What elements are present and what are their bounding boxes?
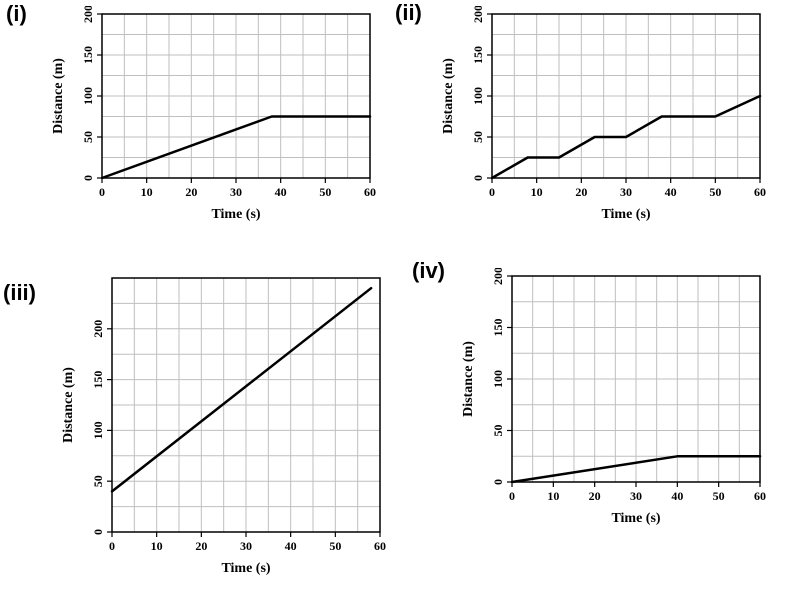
y-axis-label: Distance (m) bbox=[461, 341, 476, 417]
x-tick-label: 30 bbox=[240, 539, 252, 553]
x-tick-label: 0 bbox=[99, 185, 105, 199]
chart-svg: 0 10 20 30 40 50 60 0 50 100 150 200 Time (s) Distanc… bbox=[430, 6, 770, 226]
x-tick-label: 40 bbox=[275, 185, 287, 199]
x-tick-label: 20 bbox=[575, 185, 587, 199]
x-tick-label: 60 bbox=[364, 185, 376, 199]
y-tick-label: 0 bbox=[491, 479, 505, 485]
y-tick-label: 50 bbox=[471, 131, 485, 143]
y-tick-label: 150 bbox=[471, 46, 485, 64]
x-tick-label: 40 bbox=[285, 539, 297, 553]
y-tick-label: 200 bbox=[471, 6, 485, 23]
y-tick-label: 50 bbox=[91, 475, 105, 487]
x-axis-label: Time (s) bbox=[211, 207, 260, 222]
x-tick-label: 50 bbox=[319, 185, 331, 199]
x-tick-label: 10 bbox=[531, 185, 543, 199]
chart2: 0 10 20 30 40 50 60 0 50 100 150 200 Time (s) Distanc… bbox=[430, 6, 770, 226]
y-tick-label: 100 bbox=[471, 87, 485, 105]
x-axis-label: Time (s) bbox=[221, 561, 270, 576]
y-tick-label: 0 bbox=[471, 175, 485, 181]
x-tick-label: 50 bbox=[709, 185, 721, 199]
chart-roman-label: (i) bbox=[6, 1, 27, 27]
x-tick-label: 40 bbox=[671, 489, 683, 503]
x-tick-label: 50 bbox=[329, 539, 341, 553]
chart-roman-label: (ii) bbox=[395, 0, 422, 26]
chart-svg: 0 10 20 30 40 50 60 0 50 100 150 200 Time (s) Distanc… bbox=[450, 268, 770, 530]
y-axis-label: Distance (m) bbox=[51, 58, 66, 134]
y-axis-label: Distance (m) bbox=[441, 58, 456, 134]
chart-roman-label: (iv) bbox=[412, 258, 445, 284]
x-tick-label: 20 bbox=[589, 489, 601, 503]
y-tick-label: 150 bbox=[81, 46, 95, 64]
chart4: 0 10 20 30 40 50 60 0 50 100 150 200 Time (s) Distanc… bbox=[450, 268, 770, 530]
x-tick-label: 60 bbox=[374, 539, 386, 553]
x-tick-label: 30 bbox=[230, 185, 242, 199]
y-tick-label: 200 bbox=[91, 320, 105, 338]
x-tick-label: 0 bbox=[109, 539, 115, 553]
x-tick-label: 10 bbox=[141, 185, 153, 199]
x-tick-label: 10 bbox=[151, 539, 163, 553]
x-tick-label: 20 bbox=[195, 539, 207, 553]
x-tick-label: 40 bbox=[665, 185, 677, 199]
chart-svg: 0 10 20 30 40 50 60 0 50 100 150 200 Time (s) Distanc… bbox=[50, 270, 390, 580]
x-tick-label: 10 bbox=[547, 489, 559, 503]
y-tick-label: 100 bbox=[491, 370, 505, 388]
chart-svg: 0 10 20 30 40 50 60 0 50 100 150 200 Time (s) Distanc… bbox=[40, 6, 380, 226]
x-tick-label: 30 bbox=[620, 185, 632, 199]
chart1: 0 10 20 30 40 50 60 0 50 100 150 200 Time (s) Distanc… bbox=[40, 6, 380, 226]
x-tick-label: 60 bbox=[754, 185, 766, 199]
y-tick-label: 50 bbox=[491, 425, 505, 437]
y-tick-label: 150 bbox=[91, 371, 105, 389]
x-tick-label: 30 bbox=[630, 489, 642, 503]
x-tick-label: 0 bbox=[489, 185, 495, 199]
x-tick-label: 20 bbox=[185, 185, 197, 199]
y-tick-label: 100 bbox=[91, 421, 105, 439]
y-tick-label: 150 bbox=[491, 319, 505, 337]
y-tick-label: 0 bbox=[81, 175, 95, 181]
y-tick-label: 100 bbox=[81, 87, 95, 105]
y-tick-label: 200 bbox=[491, 268, 505, 285]
x-axis-label: Time (s) bbox=[611, 511, 660, 526]
x-axis-label: Time (s) bbox=[601, 207, 650, 222]
chart3: 0 10 20 30 40 50 60 0 50 100 150 200 Time (s) Distanc… bbox=[50, 270, 390, 580]
x-tick-label: 0 bbox=[509, 489, 515, 503]
chart-roman-label: (iii) bbox=[3, 280, 36, 306]
y-tick-label: 200 bbox=[81, 6, 95, 23]
y-tick-label: 50 bbox=[81, 131, 95, 143]
y-axis-label: Distance (m) bbox=[61, 367, 76, 443]
x-tick-label: 50 bbox=[713, 489, 725, 503]
data-line bbox=[112, 288, 371, 491]
x-tick-label: 60 bbox=[754, 489, 766, 503]
y-tick-label: 0 bbox=[91, 529, 105, 535]
